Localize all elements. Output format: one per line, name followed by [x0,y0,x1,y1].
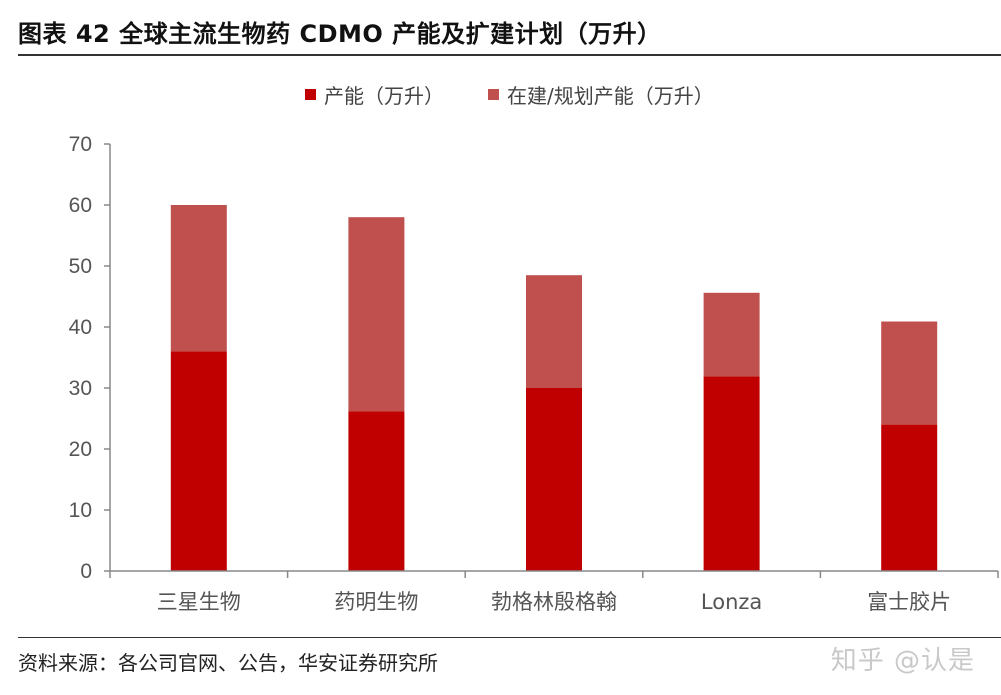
bar-capacity-1 [348,411,405,571]
legend-item-capacity: 产能（万升） [305,80,444,109]
bar-planned-4 [881,321,938,425]
y-tick-label: 30 [69,377,92,400]
x-category-label: 三星生物 [157,590,241,614]
x-category-label: 药明生物 [334,590,418,614]
bar-capacity-3 [703,376,760,571]
bar-chart: 0 10 20 30 40 50 60 70 三星生物 药明生物 勃格林殷格翰 Lonza 富士胶片 [69,133,999,614]
bar-planned-0 [170,205,227,352]
source-rule [18,637,1001,638]
y-tick-label: 20 [69,438,92,461]
legend: 产能（万升） 在建/规划产能（万升） [305,80,714,109]
bars-group [170,205,938,571]
y-tick-label: 50 [69,255,92,278]
legend-swatch-planned [488,89,499,100]
x-category-label: 勃格林殷格翰 [491,590,617,614]
axes-group: 0 10 20 30 40 50 60 70 三星生物 药明生物 勃格林殷格翰 Lonza 富士胶片 [69,133,999,614]
watermark: 知乎 @认是 [830,646,975,676]
y-tick-label: 40 [69,316,92,339]
source-note: 资料来源：各公司官网、公告，华安证券研究所 [18,651,438,675]
bar-planned-1 [348,217,405,412]
y-tick-label: 10 [69,499,92,522]
bar-planned-3 [703,292,760,377]
bar-capacity-2 [526,388,582,571]
legend-label-planned: 在建/规划产能（万升） [507,84,714,108]
legend-swatch-capacity [305,89,316,100]
y-tick-label: 60 [69,194,92,217]
x-category-label: 富士胶片 [867,590,951,614]
y-tick-label: 0 [80,560,92,583]
x-category-label: Lonza [701,590,762,614]
bar-capacity-0 [170,351,227,571]
bar-planned-2 [526,275,582,388]
title-rule [18,54,1001,56]
bar-capacity-4 [881,424,938,571]
legend-label-capacity: 产能（万升） [324,84,444,108]
legend-item-planned: 在建/规划产能（万升） [488,80,714,109]
y-tick-label: 70 [69,133,92,156]
figure-title: 图表 42 全球主流生物药 CDMO 产能及扩建计划（万升） [18,20,662,48]
